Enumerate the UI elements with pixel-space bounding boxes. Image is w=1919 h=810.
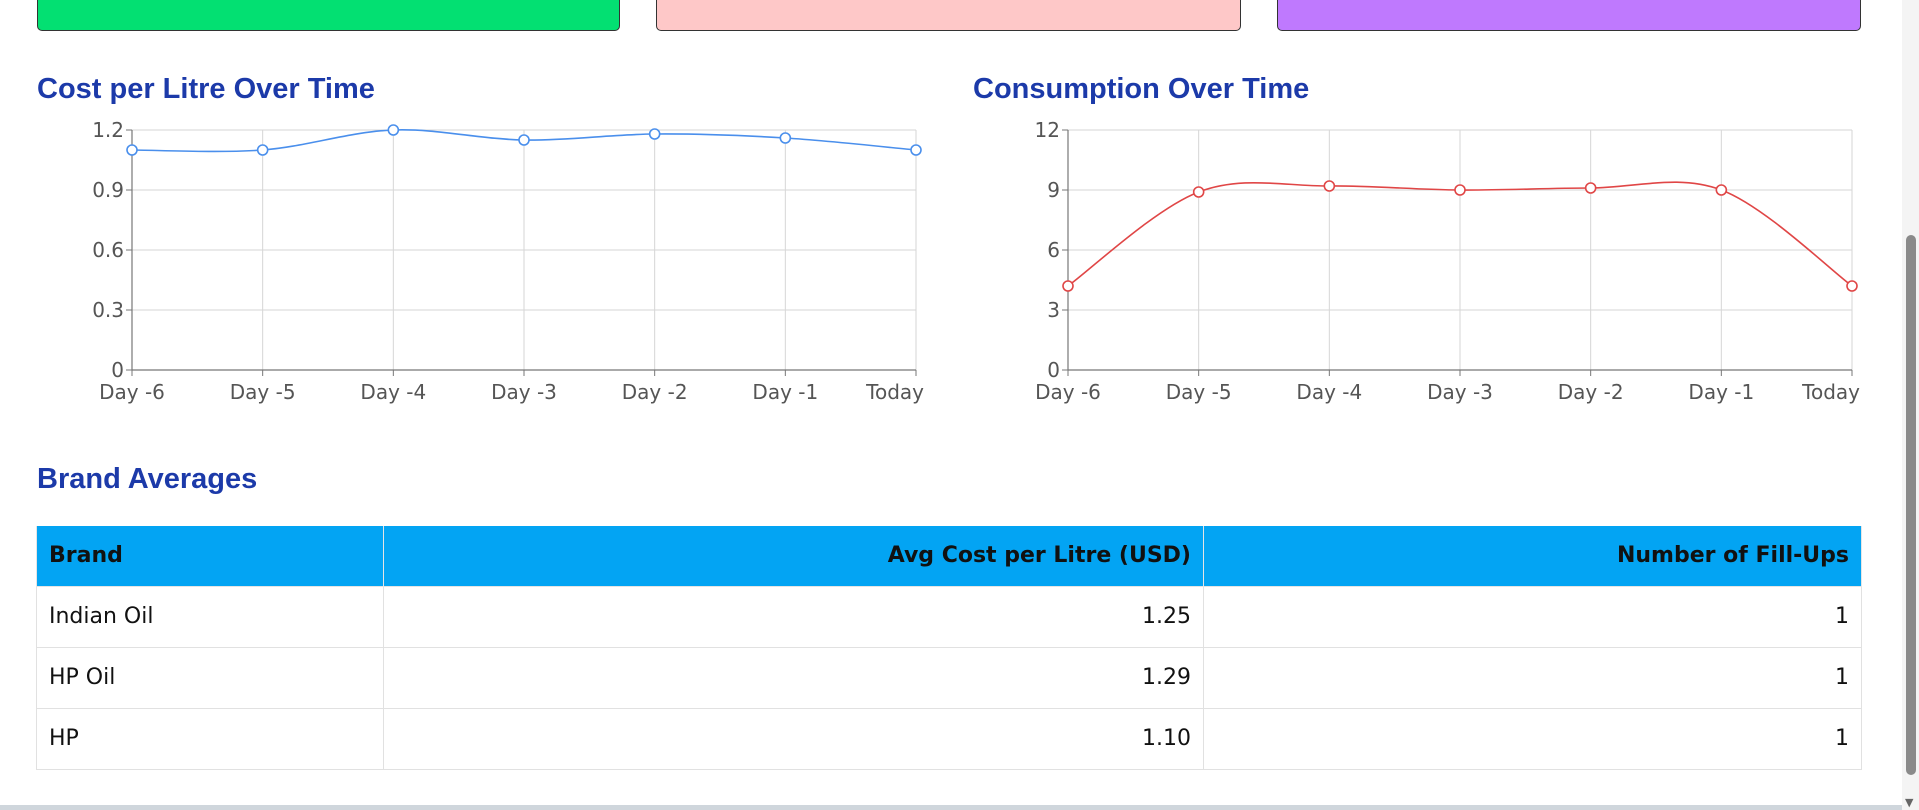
- horizontal-scrollbar-track[interactable]: [0, 805, 1902, 810]
- y-tick-label: 0.6: [92, 238, 124, 262]
- y-tick-label: 0: [1047, 358, 1060, 382]
- x-tick-label: Day -4: [1296, 380, 1362, 404]
- y-tick-label: 3: [1047, 298, 1060, 322]
- table-row: HP Oil 1.29 1: [36, 646, 1862, 709]
- consumption-chart: 0 3 6 9 12 Day -6 Day -5 Day -4 Day -3 Day -2 Day …: [1016, 118, 1896, 418]
- cost-per-litre-chart: 0 0.3 0.6 0.9 1.2 Day -6 Day -5 Day -4 Day -3 Day…: [80, 118, 960, 418]
- cost-chart-title: Cost per Litre Over Time: [37, 73, 375, 105]
- x-tick-label: Day -6: [99, 380, 165, 404]
- cell-brand: HP Oil: [36, 646, 384, 709]
- data-point: [518, 134, 530, 146]
- x-tick-label: Day -4: [360, 380, 426, 404]
- cell-brand: HP: [36, 707, 384, 770]
- brand-averages-title: Brand Averages: [37, 463, 258, 495]
- data-point: [1323, 180, 1336, 192]
- y-tick-label: 12: [1035, 118, 1060, 142]
- data-point: [1846, 280, 1858, 292]
- data-point: [910, 144, 922, 156]
- brand-averages-table: Brand Avg Cost per Litre (USD) Number of…: [36, 526, 1862, 770]
- x-tick-label: Day -3: [491, 380, 557, 404]
- y-tick-label: 0.9: [92, 178, 124, 202]
- y-tick-label: 9: [1047, 178, 1060, 202]
- cell-avg-cost: 1.10: [383, 707, 1204, 770]
- cell-fill-ups: 1: [1203, 585, 1862, 648]
- x-tick-label: Day -5: [230, 380, 296, 404]
- cell-fill-ups: 1: [1203, 707, 1862, 770]
- header-avg-cost[interactable]: Avg Cost per Litre (USD): [383, 526, 1204, 587]
- cell-avg-cost: 1.25: [383, 585, 1204, 648]
- x-tick-label: Day -3: [1427, 380, 1493, 404]
- data-point: [1584, 182, 1597, 194]
- x-tick-label: Day -2: [1558, 380, 1624, 404]
- summary-card-green: [37, 0, 620, 31]
- table-row: HP 1.10 1: [36, 707, 1862, 770]
- cell-fill-ups: 1: [1203, 646, 1862, 709]
- scroll-down-arrow-icon[interactable]: ▼: [1905, 796, 1914, 809]
- y-tick-label: 0.3: [92, 298, 124, 322]
- summary-cards: [0, 0, 1919, 33]
- x-tick-label: Day -1: [1688, 380, 1754, 404]
- data-point: [256, 144, 269, 156]
- consumption-chart-svg: 0 3 6 9 12 Day -6 Day -5 Day -4 Day -3 Day -2 Day …: [1035, 118, 1861, 404]
- data-point: [1192, 186, 1205, 198]
- x-tick-label: Day -6: [1035, 380, 1101, 404]
- table-row: Indian Oil 1.25 1: [36, 585, 1862, 648]
- data-point: [1062, 280, 1074, 292]
- data-point: [387, 124, 400, 136]
- summary-card-pink: [656, 0, 1241, 31]
- x-tick-label: Day -1: [752, 380, 818, 404]
- x-tick-label: Day -2: [622, 380, 688, 404]
- x-tick-label: Today: [1801, 380, 1860, 404]
- data-point: [1454, 184, 1466, 196]
- header-brand[interactable]: Brand: [36, 526, 384, 587]
- summary-card-purple: [1277, 0, 1861, 31]
- y-tick-label: 0: [111, 358, 124, 382]
- brand-averages-table-wrapper: Brand Avg Cost per Litre (USD) Number of…: [36, 526, 1862, 770]
- data-point: [779, 132, 792, 144]
- cost-chart-svg: 0 0.3 0.6 0.9 1.2 Day -6 Day -5 Day -4 Day -3 Day…: [92, 118, 924, 404]
- x-tick-label: Today: [865, 380, 924, 404]
- cell-avg-cost: 1.29: [383, 646, 1204, 709]
- data-point: [1715, 184, 1728, 196]
- header-fill-ups[interactable]: Number of Fill-Ups: [1203, 526, 1862, 587]
- data-point: [648, 128, 661, 140]
- y-tick-label: 1.2: [92, 118, 124, 142]
- consumption-chart-title: Consumption Over Time: [973, 73, 1310, 105]
- scrollbar-thumb[interactable]: [1906, 235, 1916, 775]
- table-header-row: Brand Avg Cost per Litre (USD) Number of…: [36, 526, 1862, 587]
- cell-brand: Indian Oil: [36, 585, 384, 648]
- x-tick-label: Day -5: [1166, 380, 1232, 404]
- y-tick-label: 6: [1047, 238, 1060, 262]
- data-point: [126, 144, 138, 156]
- vertical-scrollbar[interactable]: ▼: [1902, 0, 1919, 810]
